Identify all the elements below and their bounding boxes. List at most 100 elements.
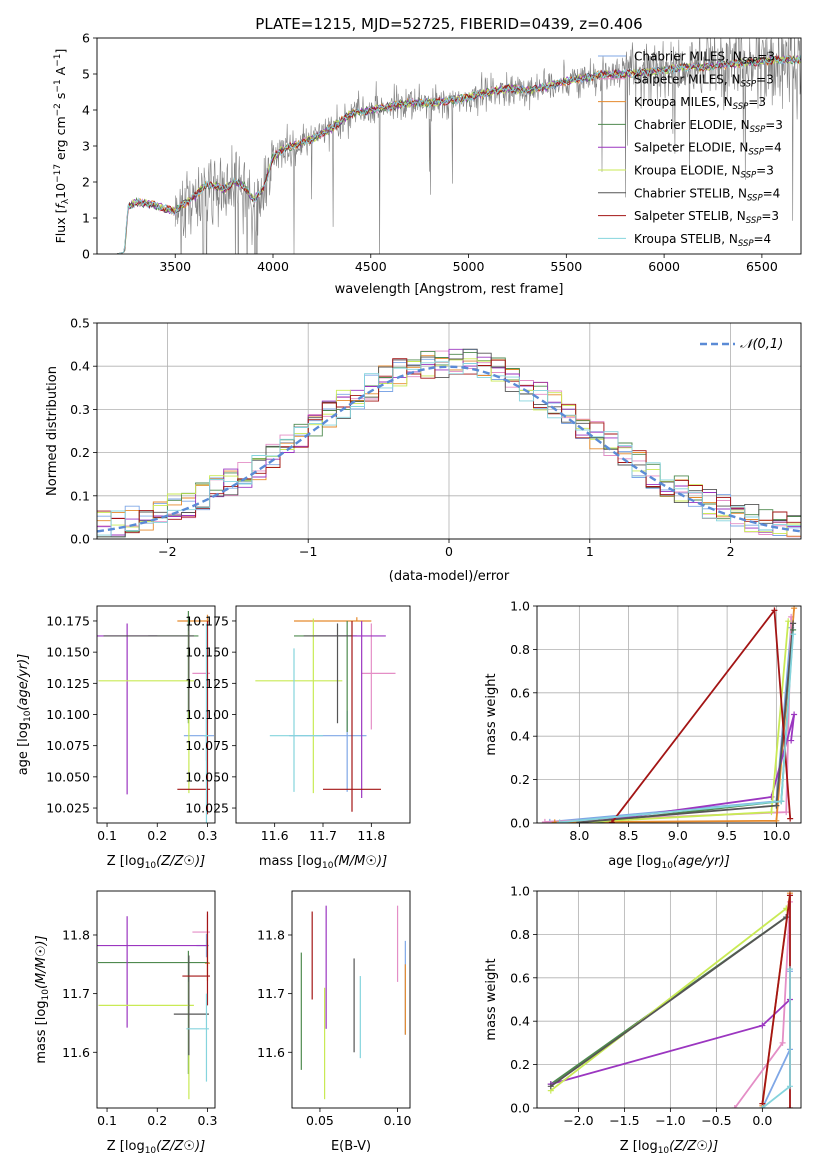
y-tick-label: 10.125 (46, 676, 90, 691)
x-tick-label: 8.5 (619, 828, 639, 843)
axes-frame (291, 890, 411, 1109)
x-tick-label: 9.0 (668, 828, 688, 843)
data-point (759, 1105, 766, 1108)
errorbar-kroupa-elodie (255, 618, 343, 794)
axes-frame (96, 890, 216, 1109)
plot-area (255, 617, 396, 812)
y-tick-label: 1 (82, 211, 90, 226)
errorbar-chabrier-elodie (98, 950, 209, 1074)
errorbar-kroupa-miles (294, 617, 372, 622)
x-tick-label: 5000 (453, 259, 485, 274)
plot-area (547, 891, 793, 1108)
y-tick-label: 0.2 (510, 1057, 530, 1072)
errorbar-chabrier-stelib (173, 955, 209, 1056)
y-tick-label: 10.025 (46, 801, 90, 816)
series-line (598, 629, 794, 823)
y-axis-label: Flux [fλ10−17 erg cm−2 s−1 A−1] (53, 49, 71, 244)
y-tick-label: 0.0 (510, 1101, 530, 1116)
x-tick-label: −2 (158, 544, 176, 559)
x-tick-label: 6000 (648, 259, 680, 274)
series-chabrier-elodie (596, 626, 797, 823)
x-axis-label: Z [log10(Z/Z☉)] (620, 1139, 718, 1156)
x-tick-label: 10.0 (762, 828, 790, 843)
series-line (550, 907, 787, 1092)
y-tick-label: 10.175 (46, 613, 90, 628)
series-line (544, 616, 792, 823)
errorbar-chabrier-elodie (294, 620, 357, 732)
observed-spectrum-line (174, 38, 801, 254)
panel-residuals: −2 −1 0 1 2 0.0 0.1 0.2 0.3 0.4 0.5 (data-model)/er… (45, 316, 802, 584)
series-kroupa-stelib (556, 631, 797, 823)
series-chabrier-stelib (576, 620, 797, 823)
series-line (589, 714, 795, 823)
errorbar-kroupa-stelib (269, 648, 323, 792)
model-line-kroupa-stelib (116, 55, 801, 254)
y-axis-label: mass [log10(M/M☉)] (34, 935, 51, 1063)
y-tick-label: 10.150 (185, 645, 229, 660)
axes-frame (536, 605, 802, 824)
errorbar-kroupa-stelib (203, 623, 209, 823)
panel-age_vs_Z: 0.1 0.2 0.3 10.025 10.050 10.075 10.100 10.125 1… (16, 605, 217, 871)
x-tick-label: 11.7 (309, 828, 337, 843)
y-tick-label: 10.050 (185, 769, 229, 784)
x-tick-label: 4500 (355, 259, 387, 274)
x-tick-label: −1.5 (609, 1113, 639, 1128)
errorbar-salpeter-stelib (182, 911, 210, 1006)
y-tick-label: 10.125 (185, 676, 229, 691)
data-point (790, 620, 797, 627)
data-point (786, 966, 793, 973)
legend-label: Kroupa ELODIE, NSSP=3 (634, 164, 774, 181)
plot-area (300, 905, 406, 1100)
series-line (554, 608, 795, 823)
series-line (761, 895, 791, 1108)
data-point (791, 711, 798, 718)
series-chabrier-stelib (547, 914, 790, 1090)
data-point (731, 1105, 738, 1108)
y-axis-label: age [log10(age/yr)] (16, 654, 33, 776)
series-kroupa-miles (551, 606, 798, 823)
errorbar-chabrier-stelib (103, 623, 194, 711)
data-point (556, 819, 563, 823)
x-tick-label: 3500 (159, 259, 191, 274)
data-point (773, 802, 780, 809)
legend-label: Kroupa STELIB, NSSP=4 (634, 232, 771, 249)
errorbar-salpeter-miles (361, 623, 396, 730)
y-tick-label: 0.1 (70, 488, 90, 503)
legend-label: Salpeter ELODIE, NSSP=4 (634, 141, 782, 158)
legend-label: Chabrier ELODIE, NSSP=3 (634, 118, 783, 135)
axes-frame (96, 37, 802, 255)
x-tick-label: 0.1 (97, 828, 117, 843)
ticks: 11.6 11.7 11.8 10.025 10.050 10.075 10.100 10.1… (185, 613, 385, 843)
data-point (786, 892, 793, 899)
x-tick-label: 0.0 (752, 1113, 772, 1128)
series-line (550, 916, 787, 1088)
series-line (611, 607, 792, 823)
axes-frame (536, 890, 802, 1109)
errorbar-kroupa-miles (177, 614, 210, 622)
errorbar-chabrier-miles (289, 710, 367, 792)
x-tick-label: 0.1 (97, 1113, 117, 1128)
x-tick-label: 5500 (550, 259, 582, 274)
x-tick-label: 0.2 (147, 828, 167, 843)
y-tick-label: 0.6 (510, 970, 530, 985)
x-tick-label: −0.5 (701, 1113, 731, 1128)
axes-frame (96, 322, 802, 540)
y-tick-label: 11.8 (257, 927, 285, 942)
ticks: −2 −1 0 1 2 0.0 0.1 0.2 0.3 0.4 0.5 (70, 316, 734, 560)
grid-lines (537, 605, 801, 824)
panel-spectrum: 3500 4000 4500 5000 5500 6000 6500 0 1 2 3 4 5 6 wavel… (53, 31, 802, 297)
y-tick-label: 0.6 (510, 685, 530, 700)
plot-area (97, 610, 214, 823)
data-point (788, 737, 795, 744)
y-tick-label: 0.2 (510, 772, 530, 787)
data-point (786, 1105, 793, 1108)
panel-age_vs_mass: 11.6 11.7 11.8 10.025 10.050 10.075 10.100 10.1… (185, 605, 411, 871)
ticks: 8.0 8.5 9.0 9.5 10.0 0.0 0.2 0.4 0.6 0.8 1.0 (510, 599, 790, 844)
figure-title: PLATE=1215, MJD=52725, FIBERID=0439, z=0… (255, 15, 642, 33)
x-tick-label: 11.6 (261, 828, 289, 843)
x-tick-label: 8.0 (569, 828, 589, 843)
x-axis-label: mass [log10(M/M☉)] (259, 854, 387, 871)
data-point (768, 809, 775, 816)
legend-label: Chabrier MILES, NSSP=3 (634, 50, 775, 67)
